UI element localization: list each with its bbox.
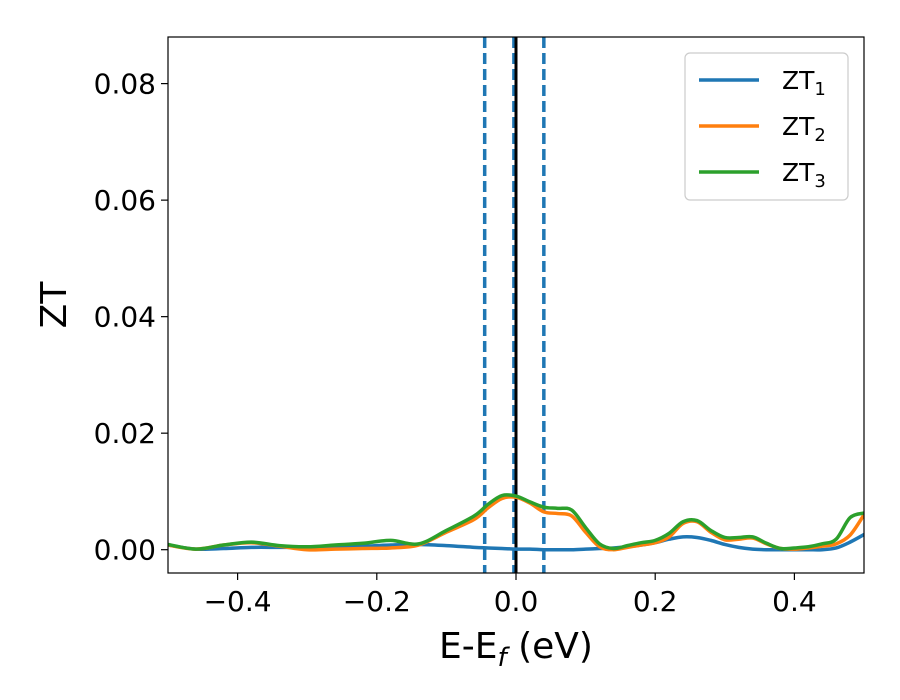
x-tick-label: −0.2 — [343, 585, 411, 618]
x-axis-label-unit: (eV) — [507, 626, 593, 667]
x-tick-label: 0.2 — [633, 585, 678, 618]
y-tick-label: 0.00 — [94, 534, 156, 567]
y-tick-label: 0.02 — [94, 417, 156, 450]
reference-lines — [482, 37, 546, 573]
legend: ZT1 ZT2 ZT3 — [684, 52, 849, 201]
y-tick-label: 0.06 — [94, 184, 156, 217]
y-tick-label: 0.04 — [94, 301, 156, 334]
legend-label-zt3: ZT3 — [782, 158, 826, 192]
series-line-zt1 — [168, 532, 864, 552]
x-axis-label-main: E-E — [439, 626, 497, 667]
x-tick-label: 0.0 — [494, 585, 539, 618]
x-axis-label: E-Ef (eV) — [439, 626, 593, 673]
y-tick-label: 0.08 — [94, 68, 156, 101]
y-axis: 0.00 0.02 0.04 0.06 0.08 — [94, 68, 168, 567]
legend-box — [684, 52, 849, 201]
legend-label-zt1: ZT1 — [782, 66, 826, 100]
series-line-zt3 — [168, 493, 864, 551]
series-lines — [168, 493, 864, 552]
y-axis-label: ZT — [34, 281, 75, 329]
legend-label-zt2: ZT2 — [782, 112, 826, 146]
x-axis: −0.4 −0.2 0.0 0.2 0.4 — [204, 573, 817, 618]
x-tick-label: 0.4 — [772, 585, 817, 618]
x-tick-label: −0.4 — [204, 585, 272, 618]
